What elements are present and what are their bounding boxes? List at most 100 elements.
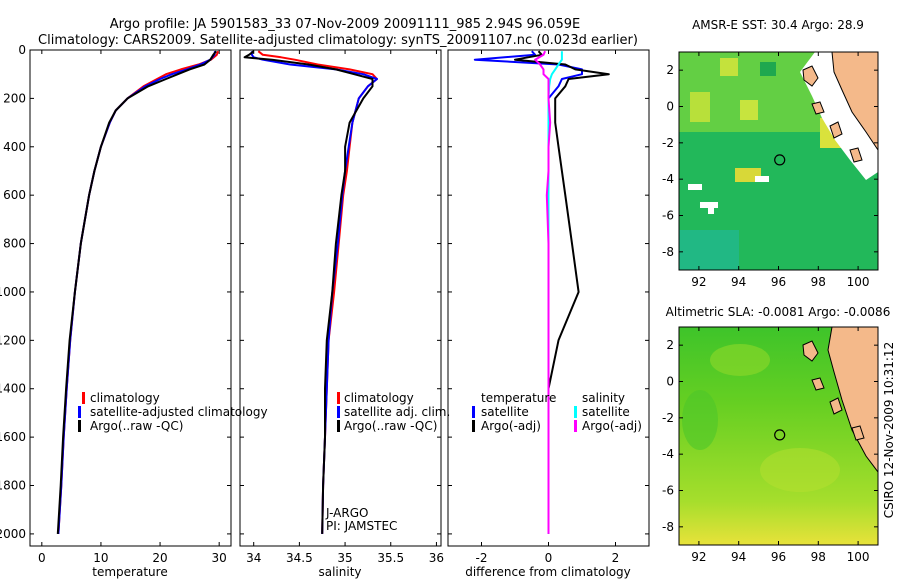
sla-patch <box>682 390 718 450</box>
legend-swatch-climatology <box>337 392 340 404</box>
map-y-tick-label: 2 <box>666 63 674 77</box>
sst-patch <box>735 168 761 182</box>
map-y-tick-label: -4 <box>662 447 674 461</box>
sla-patch <box>710 344 770 376</box>
x-tick-label: 20 <box>152 551 167 565</box>
sumatra-land <box>827 327 878 473</box>
map-x-tick-label: 98 <box>811 550 826 564</box>
island <box>849 147 863 163</box>
y-tick-label: 0 <box>18 43 26 57</box>
map-x-tick-label: 98 <box>811 275 826 289</box>
legend-label: Argo(-adj) <box>481 419 541 433</box>
sla-map-title: Altimetric SLA: -0.0081 Argo: -0.0086 <box>666 305 891 319</box>
legend-title-salinity: salinity <box>582 391 625 405</box>
island <box>802 65 819 87</box>
map-x-tick-label: 92 <box>691 275 706 289</box>
sst-cool-patch <box>679 230 739 270</box>
map-x-tick-label: 94 <box>731 275 746 289</box>
map-y-tick-label: -8 <box>662 520 674 534</box>
legend-swatch-temp-argo <box>472 420 475 432</box>
y-tick-label: 600 <box>3 188 26 202</box>
legend-swatch-argo <box>337 420 340 432</box>
series-line <box>514 50 610 534</box>
series-line <box>250 51 378 534</box>
legend-swatch-sal-satellite <box>574 406 577 418</box>
map-y-tick-label: 2 <box>666 338 674 352</box>
y-tick-label: 1400 <box>0 382 26 396</box>
island <box>811 101 825 115</box>
figure-title-line1: Argo profile: JA 5901583_33 07-Nov-2009 … <box>110 17 580 32</box>
sst-missing-pixel <box>708 202 714 214</box>
legend-swatch-climatology <box>82 392 85 404</box>
island <box>851 425 865 441</box>
map-y-tick-label: -8 <box>662 245 674 259</box>
temperature-axis-label: temperature <box>92 565 167 579</box>
legend-label: satellite adj. clim. <box>344 405 450 419</box>
y-tick-label: 800 <box>3 237 26 251</box>
sst-patch <box>740 100 758 120</box>
sst-patch <box>690 92 710 122</box>
legend-swatch-sal-argo <box>574 420 577 432</box>
map-x-tick-label: 94 <box>731 550 746 564</box>
map-y-tick-label: -2 <box>662 411 674 425</box>
map-y-tick-label: -6 <box>662 209 674 223</box>
map-x-tick-label: 100 <box>847 275 870 289</box>
difference-plot: -2 0 2 <box>448 49 649 565</box>
legend-swatch-temp-satellite <box>472 406 475 418</box>
y-tick-label: 1800 <box>0 479 26 493</box>
sla-patch <box>760 448 840 492</box>
legend-label: climatology <box>90 391 160 405</box>
x-tick-label: 0 <box>38 551 46 565</box>
sst-patch <box>760 62 776 76</box>
sst-map-axes: 92 94 96 98 100 2 0 -2 -4 -6 -8 <box>662 52 878 289</box>
legend-label: satellite <box>481 405 529 419</box>
y-tick-label: 1600 <box>0 430 26 444</box>
x-tick-label: 35.5 <box>377 551 404 565</box>
x-tick-label: 34.5 <box>286 551 313 565</box>
figure-title-line2: Climatology: CARS2009. Satellite-adjuste… <box>38 33 638 48</box>
island <box>829 397 843 415</box>
map-x-tick-label: 96 <box>771 275 786 289</box>
sla-map <box>679 327 878 545</box>
salinity-plot: 34 34.5 35 35.5 36 <box>240 49 444 565</box>
difference-axis-label: difference from climatology <box>465 565 631 579</box>
y-tick-label: 2000 <box>0 527 26 541</box>
legend-swatch-argo <box>78 420 81 432</box>
island <box>802 340 819 362</box>
map-x-tick-label: 100 <box>847 550 870 564</box>
temperature-plot: 0 200 400 600 800 1000 1200 1400 1600 1800 2000 0 10… <box>0 43 231 565</box>
series-line <box>534 50 552 534</box>
x-tick-label: 36 <box>429 551 444 565</box>
island <box>811 377 825 391</box>
map-x-tick-label: 96 <box>771 550 786 564</box>
map-y-tick-label: 0 <box>666 100 674 114</box>
sumatra-land <box>831 52 878 151</box>
legend-label: satellite-adjusted climatology <box>90 405 268 419</box>
x-tick-label: 34 <box>246 551 261 565</box>
legend-label: Argo(..raw -QC) <box>344 419 437 433</box>
map-y-tick-label: -6 <box>662 484 674 498</box>
sst-missing-pixel <box>755 176 769 182</box>
y-tick-label: 1000 <box>0 285 26 299</box>
map-x-tick-label: 92 <box>691 550 706 564</box>
x-tick-label: -2 <box>476 551 488 565</box>
sst-missing-pixel <box>688 184 702 190</box>
credit-timestamp: CSIRO 12-Nov-2009 10:31:12 <box>882 342 896 518</box>
difference-legend: temperature satellite Argo(-adj) salinit… <box>472 391 642 433</box>
x-tick-label: 10 <box>93 551 108 565</box>
series-line <box>243 50 374 534</box>
salinity-axis-label: salinity <box>318 565 361 579</box>
temperature-legend: climatology satellite-adjusted climatolo… <box>78 391 268 433</box>
x-tick-label: 35 <box>337 551 352 565</box>
x-tick-label: 30 <box>212 551 227 565</box>
temperature-panel <box>29 49 232 547</box>
argo-location-marker <box>774 154 786 166</box>
legend-label: Argo(-adj) <box>582 419 642 433</box>
series-line <box>56 50 217 534</box>
legend-label: climatology <box>344 391 414 405</box>
y-tick-label: 200 <box>3 91 26 105</box>
sst-map-title: AMSR-E SST: 30.4 Argo: 28.9 <box>692 18 864 32</box>
map-y-tick-label: -2 <box>662 136 674 150</box>
x-tick-label: 0 <box>545 551 553 565</box>
